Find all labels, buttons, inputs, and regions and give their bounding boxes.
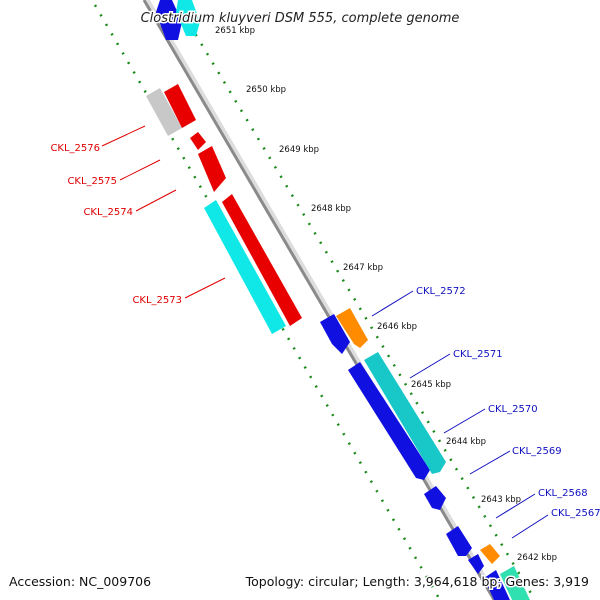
gene-grey[interactable] bbox=[146, 88, 182, 136]
tick-label-2648: 2648 kbp bbox=[311, 204, 351, 214]
gene-bottom-partial-teal[interactable] bbox=[500, 566, 530, 600]
gene-ckl-2575[interactable] bbox=[190, 132, 206, 150]
gene-blue-lower[interactable] bbox=[446, 526, 472, 556]
callout-ckl-2567 bbox=[511, 514, 549, 539]
map-title: Clostridium kluyveri DSM 555, complete g… bbox=[141, 11, 460, 26]
gene-ckl-2573[interactable] bbox=[222, 194, 302, 326]
tick-label-2642: 2642 kbp bbox=[517, 553, 557, 563]
tick-label-2651: 2651 kbp bbox=[215, 26, 255, 36]
label-ckl-2575[interactable]: CKL_2575 bbox=[67, 176, 117, 187]
callout-ckl-2571 bbox=[409, 353, 451, 379]
gene-bottom-partial-blue[interactable] bbox=[484, 570, 510, 600]
gene-orange[interactable] bbox=[336, 308, 368, 348]
gene-ckl-2574[interactable] bbox=[198, 146, 226, 192]
label-ckl-2567[interactable]: CKL_2567 bbox=[551, 508, 600, 519]
callout-ckl-2574 bbox=[135, 189, 177, 212]
gene-blue-arrow[interactable] bbox=[424, 486, 446, 510]
callout-ckl-2573 bbox=[184, 277, 226, 299]
genome-summary-text: Topology: circular; Length: 3,964,618 bp… bbox=[245, 574, 589, 589]
tick-label-2647: 2647 kbp bbox=[343, 263, 383, 273]
gene-orange-lower[interactable] bbox=[480, 544, 500, 564]
inner-tick-track bbox=[93, 4, 442, 600]
gene-ckl-2576[interactable] bbox=[164, 84, 196, 128]
tick-label-2644: 2644 kbp bbox=[446, 437, 486, 447]
callout-ckl-2572 bbox=[371, 290, 414, 317]
tick-label-2643: 2643 kbp bbox=[481, 495, 521, 505]
accession-text: Accession: NC_009706 bbox=[9, 574, 151, 589]
callout-ckl-2568 bbox=[495, 493, 536, 519]
label-ckl-2572[interactable]: CKL_2572 bbox=[416, 286, 466, 297]
backbone-shadow bbox=[144, 0, 501, 600]
callout-ckl-2569 bbox=[469, 450, 511, 475]
label-ckl-2573[interactable]: CKL_2573 bbox=[132, 295, 182, 306]
gene-top-partial-cyan[interactable] bbox=[176, 0, 200, 36]
tick-label-2649: 2649 kbp bbox=[279, 145, 319, 155]
tick-label-2646: 2646 kbp bbox=[377, 322, 417, 332]
callout-ckl-2575 bbox=[119, 159, 161, 181]
label-ckl-2571[interactable]: CKL_2571 bbox=[453, 349, 503, 360]
gene-blue-tiny[interactable] bbox=[468, 554, 484, 574]
gene-ckl-2570-teal[interactable] bbox=[364, 352, 446, 474]
label-ckl-2574[interactable]: CKL_2574 bbox=[83, 207, 133, 218]
callout-ckl-2570 bbox=[443, 408, 486, 434]
tick-label-2645: 2645 kbp bbox=[411, 380, 451, 390]
outer-tick-track bbox=[188, 24, 537, 600]
gene-ckl-2571[interactable] bbox=[348, 362, 430, 480]
label-ckl-2568[interactable]: CKL_2568 bbox=[538, 488, 588, 499]
gene-blue-small[interactable] bbox=[320, 314, 350, 354]
gene-top-partial-blue[interactable] bbox=[156, 0, 182, 40]
label-ckl-2576[interactable]: CKL_2576 bbox=[50, 143, 100, 154]
label-ckl-2569[interactable]: CKL_2569 bbox=[512, 446, 562, 457]
tick-label-2650: 2650 kbp bbox=[246, 85, 286, 95]
gene-cyan-long[interactable] bbox=[204, 200, 286, 334]
callout-ckl-2576 bbox=[101, 125, 146, 147]
label-ckl-2570[interactable]: CKL_2570 bbox=[488, 404, 538, 415]
